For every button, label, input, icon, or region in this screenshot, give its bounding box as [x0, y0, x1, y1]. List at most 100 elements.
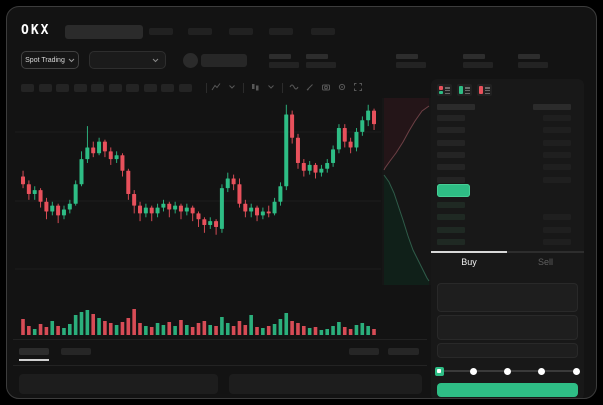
timeframe-button[interactable]	[108, 84, 122, 92]
app-window: OKX Spot Trading Buy Sell	[6, 6, 597, 399]
line	[465, 87, 470, 89]
stat-value-placeholder	[396, 62, 426, 68]
chevron-down-icon	[68, 58, 75, 62]
line	[485, 92, 490, 95]
stat-label-placeholder	[306, 54, 328, 59]
chart-tool-icons	[211, 82, 363, 94]
bottom-tab-active-underline	[19, 359, 49, 361]
okx-logo: OKX	[21, 23, 51, 38]
draw-tool-icon[interactable]	[305, 79, 315, 97]
bid-depth-area	[384, 175, 429, 285]
chart-bottom-divider	[13, 339, 427, 340]
ask-price-placeholder	[437, 176, 465, 183]
total-input[interactable]	[437, 343, 578, 358]
bid-block	[439, 90, 443, 94]
candlestick-series	[21, 104, 376, 235]
pair-mode-dropdown[interactable]: Spot Trading	[21, 51, 79, 69]
side-block	[479, 86, 483, 94]
order-book-panel: Buy Sell	[431, 79, 584, 398]
pair-select-dropdown[interactable]	[89, 51, 166, 69]
timeframe-button[interactable]	[38, 84, 52, 92]
timeframe-button[interactable]	[73, 84, 87, 92]
bid-amount-placeholder	[543, 214, 571, 221]
stat-value-placeholder	[463, 62, 493, 68]
timeframe-button[interactable]	[126, 84, 139, 92]
slider-handle-active[interactable]	[434, 366, 444, 376]
nav-item-placeholder[interactable]	[311, 28, 335, 35]
line	[465, 89, 470, 92]
chevron-down-icon[interactable]	[266, 79, 276, 97]
pair-coin-icon	[183, 53, 198, 68]
depth-chart[interactable]	[382, 98, 431, 285]
nav-item-placeholder[interactable]	[229, 28, 253, 35]
amount-input[interactable]	[437, 315, 578, 340]
last-price-pill[interactable]	[437, 184, 470, 197]
toolbar-divider	[282, 83, 283, 93]
line-style-icon[interactable]	[289, 79, 299, 97]
ask-amount-placeholder	[543, 139, 571, 146]
timeframe-button[interactable]	[56, 84, 69, 92]
handle-center	[437, 369, 441, 373]
ask-price-placeholder	[437, 115, 465, 121]
volume-series	[21, 309, 376, 335]
indicators-icon[interactable]	[211, 79, 221, 97]
slider-step-dot[interactable]	[538, 367, 546, 375]
active-tab-indicator	[431, 251, 507, 253]
ask-depth-line	[383, 105, 430, 171]
settings-icon[interactable]	[337, 79, 347, 97]
buy-submit-button[interactable]	[437, 383, 578, 397]
pair-name-placeholder[interactable]	[201, 54, 247, 67]
ask-amount-placeholder	[543, 176, 571, 183]
nav-item-placeholder[interactable]	[188, 28, 212, 35]
timeframe-button[interactable]	[143, 84, 157, 92]
ticker-stat	[518, 54, 548, 68]
book-all-icon[interactable]	[437, 84, 452, 96]
stat-label-placeholder	[269, 54, 291, 59]
nav-item-placeholder[interactable]	[269, 28, 293, 35]
ticker-stat	[306, 54, 336, 68]
toolbar-divider	[206, 83, 207, 93]
slider-step-dot[interactable]	[469, 367, 477, 375]
bottom-action-2[interactable]	[388, 348, 419, 355]
timeframe-button[interactable]	[21, 84, 34, 92]
fullscreen-icon[interactable]	[353, 79, 363, 97]
ask-price-placeholder	[437, 151, 465, 158]
tab-buy[interactable]: Buy	[461, 257, 477, 267]
book-bids-icon[interactable]	[457, 84, 472, 96]
ask-amount-placeholder	[543, 127, 571, 134]
bottom-tab-1[interactable]	[19, 348, 49, 355]
camera-icon[interactable]	[321, 79, 331, 97]
timeframe-button[interactable]	[161, 84, 174, 92]
price-input[interactable]	[437, 283, 578, 312]
bid-amount-placeholder	[543, 226, 571, 233]
line	[445, 89, 450, 92]
chevron-down-icon[interactable]	[227, 79, 237, 97]
stat-value-placeholder	[306, 62, 336, 68]
line	[485, 89, 490, 92]
ticker-stat	[463, 54, 493, 68]
stat-label-placeholder	[518, 54, 540, 59]
timeframe-button[interactable]	[91, 84, 104, 92]
stat-value-placeholder	[518, 62, 548, 68]
ask-depth-area	[384, 98, 429, 170]
ticker-stat	[269, 54, 299, 68]
slider-step-dot[interactable]	[504, 367, 511, 375]
pair-mode-label: Spot Trading	[25, 56, 65, 64]
line	[445, 87, 450, 89]
bid-price-placeholder	[437, 226, 465, 233]
nav-item-placeholder[interactable]	[149, 28, 173, 35]
bid-price-placeholder	[437, 202, 465, 208]
candlestick-chart[interactable]	[15, 97, 381, 349]
ask-amount-placeholder	[543, 151, 571, 158]
tab-sell[interactable]: Sell	[537, 257, 553, 267]
line	[485, 87, 490, 89]
timeframe-button[interactable]	[178, 84, 192, 92]
line	[465, 92, 470, 95]
history-panel-placeholder	[229, 374, 422, 394]
search-input[interactable]	[65, 25, 143, 39]
book-asks-icon[interactable]	[477, 84, 492, 96]
slider-step-dot[interactable]	[572, 367, 580, 375]
candle-style-icon[interactable]	[250, 79, 260, 97]
bottom-tab-2[interactable]	[61, 348, 91, 355]
bottom-action-1[interactable]	[349, 348, 379, 355]
